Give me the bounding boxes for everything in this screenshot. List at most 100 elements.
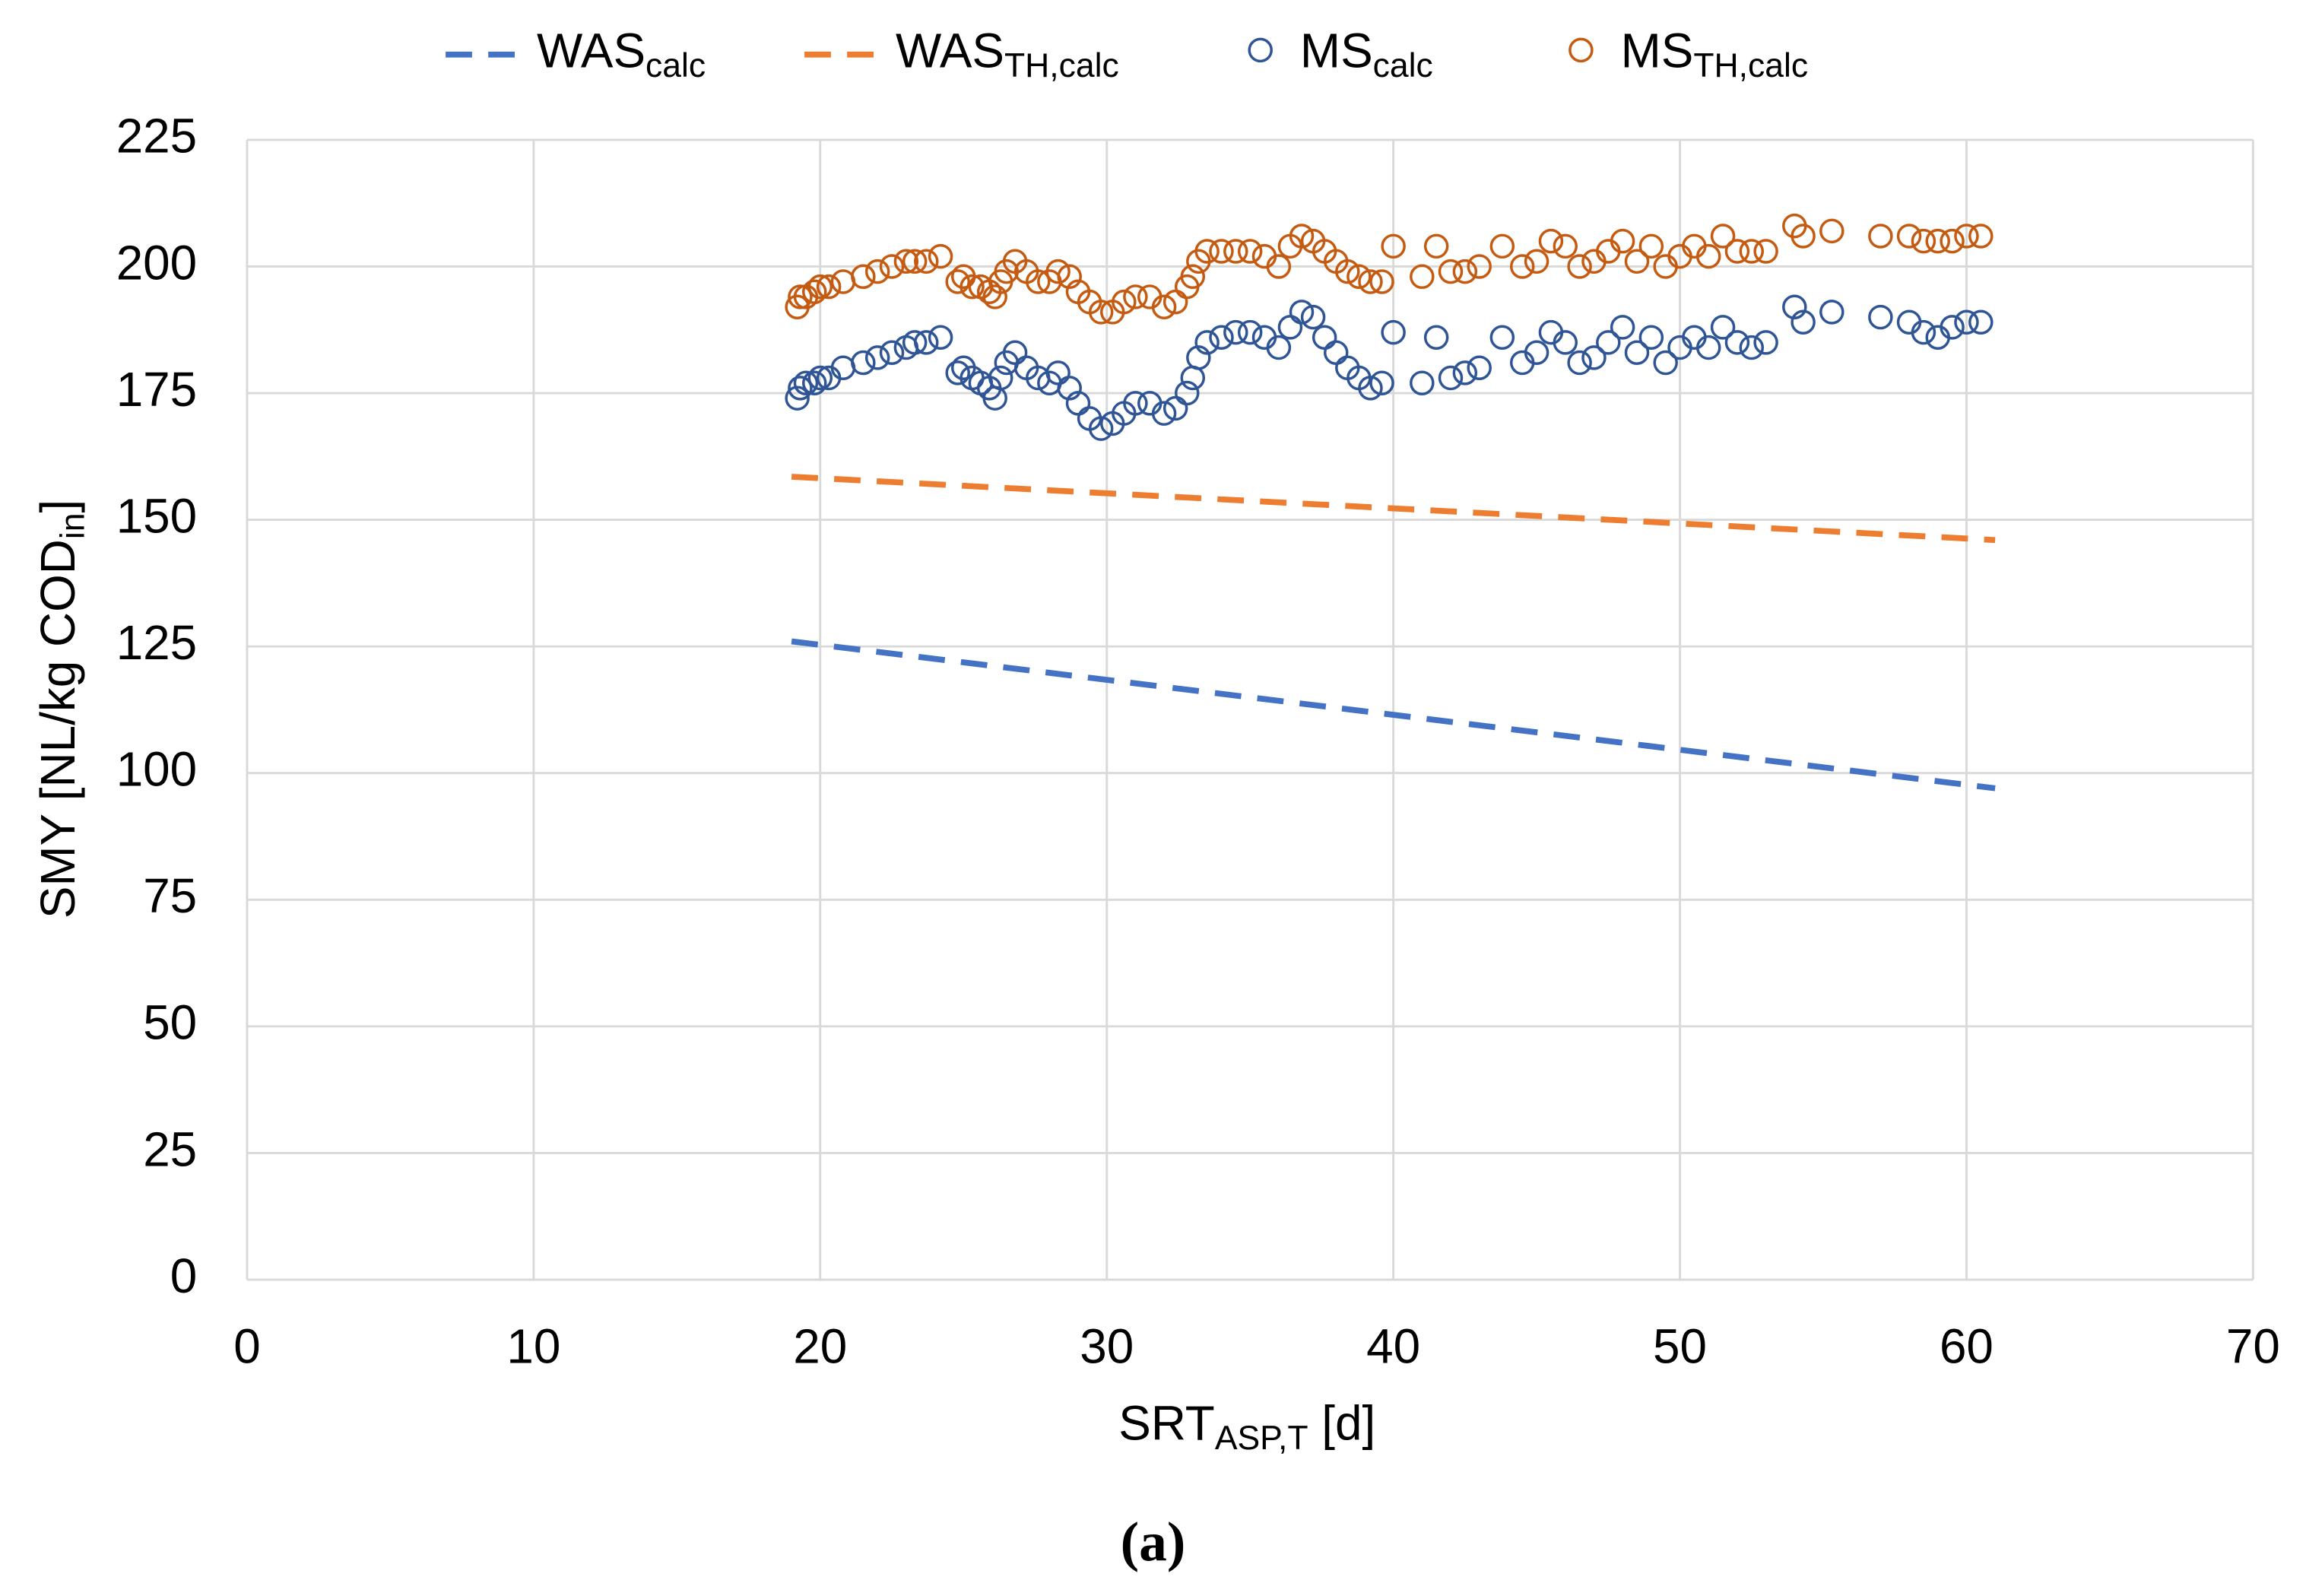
point <box>1695 335 1721 360</box>
point <box>1323 340 1349 365</box>
point <box>1553 233 1578 259</box>
y-tick-label: 25 <box>143 1122 197 1176</box>
point <box>1289 300 1315 325</box>
legend-subscript: TH,calc <box>1693 47 1808 84</box>
point <box>1423 233 1449 259</box>
line <box>791 474 1996 544</box>
point <box>802 279 827 305</box>
point <box>1739 335 1765 360</box>
legend-entry: WAScalc <box>537 24 706 84</box>
x-axis-label-sub: ASP,T <box>1215 1420 1308 1457</box>
point <box>1112 289 1137 315</box>
line <box>791 638 1996 792</box>
point <box>960 274 985 300</box>
point <box>1381 233 1406 259</box>
point <box>1358 269 1383 294</box>
y-axis-label-sub: in <box>54 513 91 540</box>
point <box>1581 345 1607 370</box>
point <box>1369 269 1394 294</box>
x-axis-label-suffix: [d] <box>1308 1395 1376 1450</box>
point <box>1940 315 1965 340</box>
point <box>1410 264 1435 290</box>
point <box>1567 254 1592 279</box>
legend-name: WAS <box>896 24 1004 78</box>
x-tick-label: 40 <box>1366 1319 1420 1374</box>
y-axis-label-suffix: ] <box>30 500 85 513</box>
point <box>1940 228 1965 254</box>
point <box>1610 228 1635 254</box>
point <box>1123 284 1148 309</box>
point <box>982 284 1007 309</box>
point <box>1346 264 1372 290</box>
point <box>1538 228 1564 254</box>
point <box>1025 269 1051 294</box>
y-tick-label: 50 <box>143 995 197 1050</box>
point <box>1045 259 1071 284</box>
legend-name: WAS <box>537 24 645 78</box>
point <box>1088 416 1114 441</box>
x-tick-label: 60 <box>1940 1319 1994 1374</box>
x-tick-label: 70 <box>2226 1319 2280 1374</box>
y-tick-label: 75 <box>143 868 197 923</box>
point <box>1237 319 1263 345</box>
point <box>914 330 939 355</box>
legend-name: MS <box>1300 24 1373 78</box>
point <box>1695 243 1721 269</box>
point <box>1237 239 1263 264</box>
point <box>1358 376 1383 401</box>
point <box>785 386 810 411</box>
y-axis-label: SMY [NL/kg CODin] <box>30 500 91 919</box>
point <box>1312 325 1337 350</box>
point <box>1739 239 1765 264</box>
legend-name: MS <box>1621 24 1694 78</box>
point <box>1467 254 1492 279</box>
legend-entry: WASTH,calc <box>896 24 1119 84</box>
legend-subscript: TH,calc <box>1004 47 1119 84</box>
legend-subscript: calc <box>1373 47 1433 84</box>
grid <box>246 138 2254 1281</box>
point <box>1300 304 1326 330</box>
point <box>1266 254 1292 279</box>
point <box>1868 224 1893 249</box>
point <box>1954 224 1979 249</box>
point <box>788 376 813 401</box>
point <box>1088 300 1114 325</box>
legend-marker <box>1248 37 1273 63</box>
x-axis-label-main: SRT <box>1118 1395 1215 1450</box>
point <box>1369 370 1394 395</box>
point <box>1753 239 1778 264</box>
point <box>1223 319 1248 345</box>
point <box>1524 249 1549 274</box>
y-tick-label: 100 <box>116 742 197 797</box>
point <box>1381 319 1406 345</box>
point <box>1868 304 1893 330</box>
point <box>879 340 905 365</box>
point <box>1791 224 1816 249</box>
point <box>1638 325 1664 350</box>
point <box>793 370 819 395</box>
point <box>851 264 876 290</box>
point <box>1819 300 1844 325</box>
point <box>1057 264 1082 290</box>
point <box>1423 325 1449 350</box>
point <box>1710 224 1736 249</box>
point <box>807 274 833 300</box>
point <box>1567 350 1592 376</box>
caption: (a) <box>1121 1511 1186 1572</box>
point <box>851 350 876 376</box>
point <box>945 360 970 386</box>
y-tick-label: 125 <box>116 615 197 670</box>
legend-entry: MScalc <box>1300 24 1433 84</box>
point <box>928 325 953 350</box>
point <box>1452 360 1478 386</box>
point <box>1223 239 1248 264</box>
point <box>1151 294 1177 320</box>
point <box>807 365 833 391</box>
point <box>864 259 890 284</box>
x-tick-label: 10 <box>506 1319 560 1374</box>
point <box>1653 350 1678 376</box>
point <box>1277 315 1303 340</box>
legend-subscript: calc <box>645 47 706 84</box>
point <box>1610 315 1635 340</box>
